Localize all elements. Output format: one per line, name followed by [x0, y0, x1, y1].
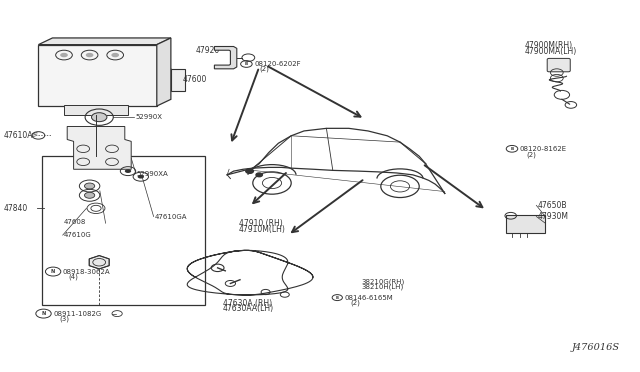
- Text: N: N: [51, 269, 55, 274]
- Text: 47630A (RH): 47630A (RH): [223, 299, 272, 308]
- Circle shape: [60, 53, 68, 57]
- Text: 08911-1082G: 08911-1082G: [53, 311, 101, 317]
- Circle shape: [86, 53, 93, 57]
- Circle shape: [84, 192, 95, 198]
- Text: 47910 (RH): 47910 (RH): [239, 219, 282, 228]
- Circle shape: [84, 183, 95, 189]
- Text: 47840: 47840: [3, 204, 28, 213]
- Text: 47610A: 47610A: [3, 131, 33, 140]
- Text: N: N: [42, 311, 45, 316]
- Bar: [506, 215, 545, 232]
- Text: 47930M: 47930M: [538, 212, 568, 221]
- Text: 08120-8162E: 08120-8162E: [520, 146, 567, 152]
- Circle shape: [256, 173, 262, 177]
- Text: (2): (2): [259, 66, 269, 73]
- Bar: [171, 69, 185, 91]
- Circle shape: [125, 169, 131, 173]
- Circle shape: [246, 169, 253, 173]
- Circle shape: [111, 53, 119, 57]
- Text: 47900MA(LH): 47900MA(LH): [525, 47, 577, 56]
- Text: (4): (4): [68, 274, 78, 280]
- Text: 08918-3062A: 08918-3062A: [62, 269, 109, 275]
- Text: 47910M(LH): 47910M(LH): [239, 225, 285, 234]
- Text: 47920: 47920: [195, 46, 220, 55]
- Text: (3): (3): [60, 315, 70, 322]
- Polygon shape: [214, 46, 237, 69]
- Text: B: B: [336, 296, 339, 299]
- FancyBboxPatch shape: [547, 58, 570, 72]
- Text: J476016S: J476016S: [572, 343, 620, 352]
- Text: 52990X: 52990X: [136, 114, 163, 120]
- Text: (2): (2): [351, 299, 360, 306]
- Text: 38210G(RH): 38210G(RH): [362, 279, 405, 285]
- Polygon shape: [67, 126, 131, 169]
- Circle shape: [138, 175, 144, 179]
- Text: 08146-6165M: 08146-6165M: [344, 295, 393, 301]
- Text: 47650B: 47650B: [538, 201, 567, 210]
- Text: B: B: [511, 147, 513, 151]
- Bar: [64, 105, 128, 115]
- Text: 47630AA(LH): 47630AA(LH): [223, 304, 274, 313]
- Polygon shape: [157, 38, 171, 106]
- Text: 52990XA: 52990XA: [136, 171, 168, 177]
- Text: 47610GA: 47610GA: [155, 214, 188, 219]
- Bar: [42, 156, 205, 305]
- Circle shape: [92, 113, 107, 122]
- Text: 38210H(LH): 38210H(LH): [362, 284, 404, 291]
- Text: (2): (2): [526, 151, 536, 158]
- Polygon shape: [38, 38, 171, 45]
- Text: 47900M(RH): 47900M(RH): [525, 41, 573, 50]
- Text: 47610G: 47610G: [64, 232, 92, 238]
- Text: B: B: [245, 62, 248, 66]
- Text: 08120-6202F: 08120-6202F: [254, 61, 301, 67]
- Text: 47600: 47600: [182, 76, 207, 84]
- Text: 47608: 47608: [64, 219, 86, 225]
- Bar: [38, 45, 157, 106]
